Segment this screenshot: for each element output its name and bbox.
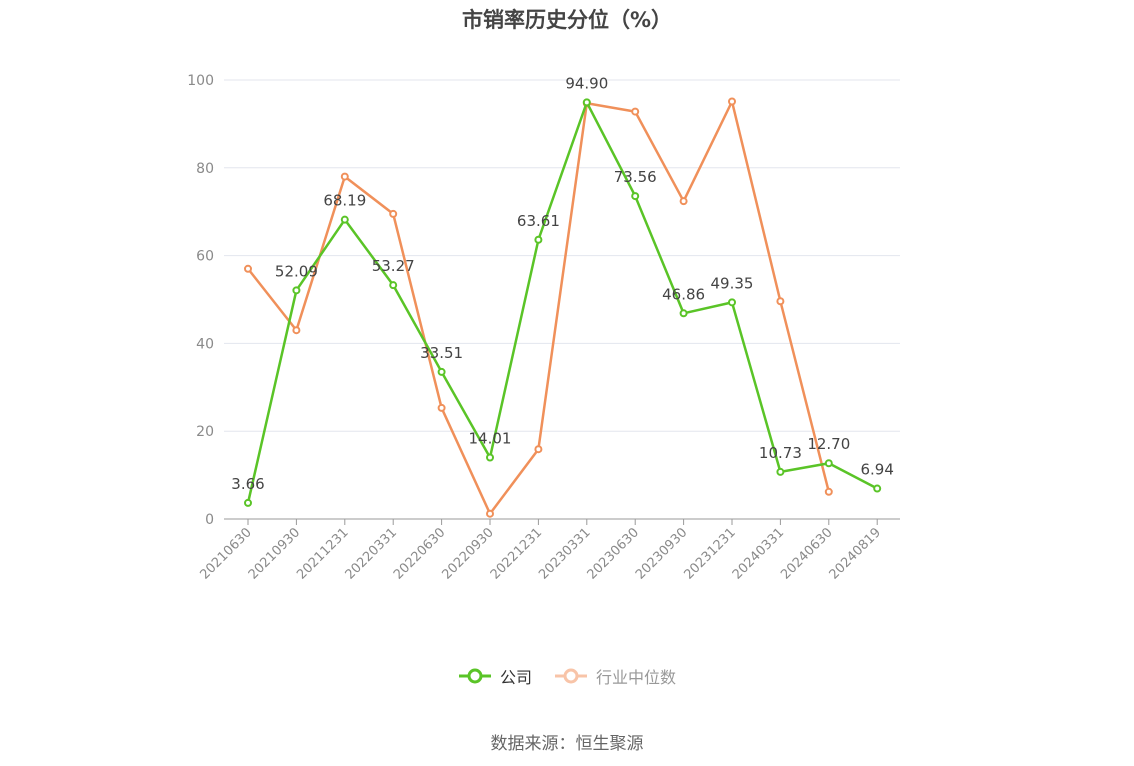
x-tick-label: 20220630 (391, 525, 448, 582)
industry-data-point (824, 487, 833, 496)
industry-data-point (389, 209, 398, 218)
legend-item-industry[interactable]: 行业中位数 (554, 664, 676, 688)
industry-data-point (776, 297, 785, 306)
company-data-label: 49.35 (711, 274, 754, 292)
legend-industry-icon (555, 668, 587, 684)
company-data-label: 10.73 (759, 444, 802, 462)
chart-title: 市销率历史分位（%） (461, 8, 673, 32)
company-data-point (389, 281, 398, 290)
company-data-label: 12.70 (807, 435, 850, 453)
industry-data-point (292, 326, 301, 335)
company-data-label: 68.19 (323, 192, 366, 210)
x-tick-label: 20240819 (827, 525, 884, 582)
legend: 公司 行业中位数 (0, 664, 1134, 688)
x-tick-label: 20220930 (439, 525, 496, 582)
company-data-point (437, 367, 446, 376)
x-tick-label: 20211231 (294, 525, 351, 582)
y-tick-label: 60 (196, 249, 214, 265)
x-tick-label: 20210630 (197, 525, 254, 582)
company-data-point (679, 309, 688, 318)
company-data-label: 73.56 (614, 168, 657, 186)
company-data-point (728, 298, 736, 307)
company-data-label: 94.90 (565, 74, 608, 92)
industry-data-point (437, 403, 446, 412)
x-tick-label: 20230930 (633, 525, 690, 582)
company-data-point (631, 192, 640, 201)
x-tick-label: 20230331 (536, 525, 593, 582)
company-data-label: 33.51 (420, 344, 463, 362)
x-tick-label: 20221231 (488, 525, 545, 582)
industry-data-point (728, 97, 736, 106)
industry-data-point (340, 172, 349, 181)
line-chart: 0204060801002021063020210930202112312022… (187, 73, 900, 583)
legend-industry-label: 行业中位数 (596, 668, 677, 687)
y-tick-label: 40 (196, 336, 214, 352)
x-tick-label: 20210930 (246, 525, 303, 582)
company-data-label: 63.61 (517, 212, 560, 230)
industry-data-point (679, 197, 688, 206)
data-source: 数据来源：恒生聚源 (490, 734, 644, 754)
legend-item-company[interactable]: 公司 (458, 664, 532, 688)
company-data-label: 46.86 (662, 285, 705, 303)
x-tick-label: 20231231 (681, 525, 738, 582)
company-data-label: 14.01 (469, 429, 512, 447)
industry-data-point (244, 264, 252, 273)
company-data-point (292, 286, 301, 295)
company-data-point (873, 484, 882, 493)
x-tick-label: 20240331 (730, 525, 787, 582)
legend-company-icon (458, 668, 491, 684)
x-tick-label: 20240630 (778, 525, 835, 582)
x-tick-label: 20220331 (343, 525, 400, 582)
company-data-point (486, 453, 494, 462)
industry-data-point (534, 445, 543, 454)
industry-data-point (486, 509, 494, 518)
company-data-label: 53.27 (372, 257, 415, 275)
industry-data-point (631, 107, 640, 116)
company-series-line (246, 101, 878, 504)
legend-company-label: 公司 (499, 668, 532, 687)
company-data-point (776, 467, 785, 476)
y-tick-label: 100 (187, 73, 214, 89)
company-data-point (534, 235, 543, 244)
x-tick-label: 20230630 (585, 525, 642, 582)
company-data-point (582, 98, 591, 107)
y-tick-label: 80 (196, 161, 214, 177)
company-data-label: 6.94 (860, 461, 893, 479)
y-tick-label: 20 (196, 424, 214, 440)
company-data-point (824, 459, 833, 468)
company-data-label: 3.66 (231, 475, 264, 493)
y-tick-label: 0 (205, 512, 214, 528)
company-data-point (340, 215, 349, 224)
company-data-label: 52.09 (275, 262, 318, 280)
company-data-point (244, 498, 252, 507)
